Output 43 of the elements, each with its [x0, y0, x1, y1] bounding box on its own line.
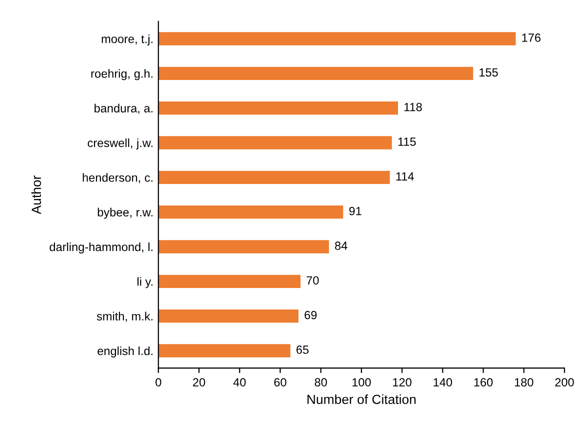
- y-tick-label: henderson, c.: [82, 173, 152, 184]
- bar: [158, 240, 329, 254]
- x-tick-label: 160: [474, 378, 493, 386]
- x-axis-title: Number of Citation: [308, 394, 416, 404]
- y-tick-label: darling-hammond, l.: [50, 242, 152, 254]
- x-tick-label: 40: [233, 378, 246, 386]
- bar: [158, 309, 298, 323]
- y-tick-label: creswell, j.w.: [88, 138, 152, 150]
- data-label: 65: [296, 346, 309, 354]
- x-tick-label: 100: [352, 378, 371, 386]
- x-tick-label: 80: [314, 378, 327, 386]
- data-label: 70: [306, 276, 319, 285]
- bar: [158, 32, 516, 46]
- y-tick-label: bandura, a.: [94, 104, 152, 114]
- data-label: 176: [522, 34, 540, 42]
- data-label: 118: [404, 102, 422, 112]
- y-tick-label: english l.d.: [98, 346, 152, 358]
- data-label: 115: [398, 138, 416, 146]
- data-label: 69: [304, 310, 317, 320]
- bar: [158, 205, 344, 219]
- x-tick-label: 20: [193, 378, 206, 386]
- data-label: 91: [349, 206, 362, 216]
- data-label: 155: [480, 68, 498, 77]
- x-tick-label: 140: [434, 378, 452, 386]
- bar: [158, 170, 390, 184]
- bar: [158, 136, 392, 150]
- x-tick-label: 200: [555, 378, 574, 386]
- bar: [158, 101, 398, 115]
- x-tick-label: 180: [514, 378, 534, 386]
- x-tick-label: 60: [274, 378, 286, 386]
- x-tick-label: 120: [393, 378, 412, 386]
- data-label: 84: [335, 242, 348, 250]
- y-axis-title: Author: [31, 176, 42, 214]
- bar: [158, 344, 290, 358]
- y-tick-label: moore, t.j.: [102, 34, 152, 46]
- bar: [158, 274, 301, 288]
- y-tick-label: bybee, r.w.: [98, 208, 152, 219]
- y-tick-label: li y.: [137, 277, 152, 288]
- data-label: 114: [396, 172, 414, 180]
- x-tick-label: 0: [156, 378, 162, 386]
- bar: [158, 66, 474, 80]
- y-tick-label: roehrig, g.h.: [91, 69, 152, 80]
- y-tick-label: smith, m.k.: [96, 312, 152, 322]
